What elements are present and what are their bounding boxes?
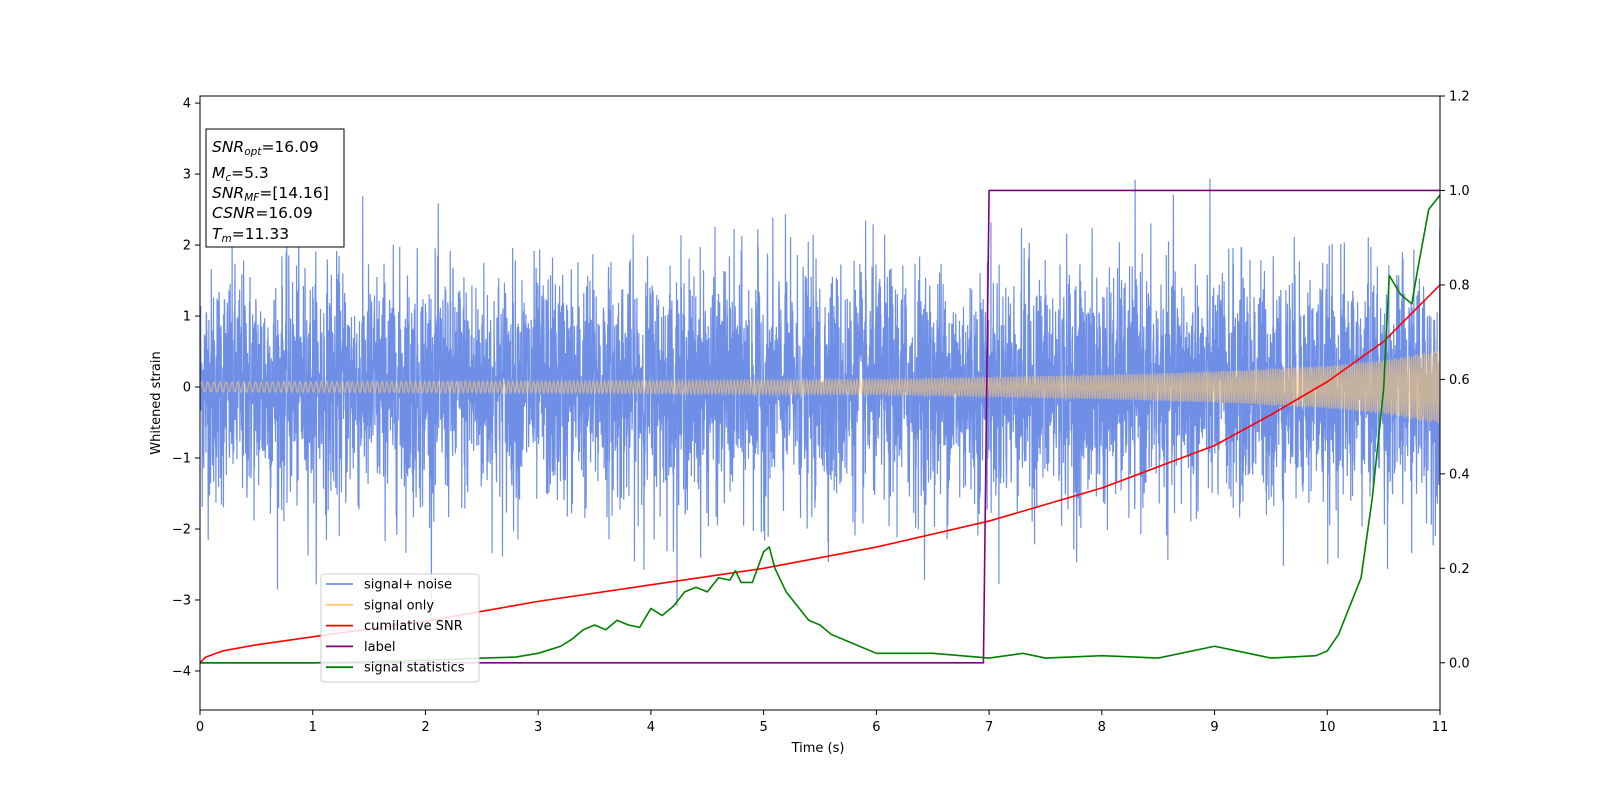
y-tick-label: 4 <box>183 97 191 112</box>
annotation-csnr: CSNR=16.09 <box>212 204 313 222</box>
y-tick-label: −1 <box>172 452 191 467</box>
y-axis-title: Whitened strain <box>149 351 164 454</box>
y-tick-label: 3 <box>183 168 191 183</box>
x-axis-title: Time (s) <box>791 741 845 756</box>
annotation-frame <box>205 128 345 248</box>
x-tick-label: 1 <box>309 720 317 735</box>
x-tick-label: 10 <box>1319 720 1336 735</box>
legend-label: signal only <box>364 598 434 613</box>
legend-label: signal statistics <box>364 661 465 676</box>
x-tick-label: 4 <box>647 720 655 735</box>
x-tick-label: 6 <box>872 720 880 735</box>
annotation-snr-mf: SNRMF=[14.16] <box>212 184 329 204</box>
annotation-snr-opt: SNRopt=16.09 <box>212 138 319 158</box>
x-tick-label: 5 <box>759 720 767 735</box>
cumulative-snr-line <box>200 284 1440 664</box>
y-axis-left: 4 3 2 1 0 −1 −2 −3 −4 <box>172 97 200 679</box>
right-axis-series <box>200 189 1440 664</box>
annotation-tm: Tm=11.33 <box>212 225 289 245</box>
x-tick-label: 8 <box>1098 720 1106 735</box>
annotation-mc: Mc=5.3 <box>212 164 269 184</box>
axes-frame <box>199 95 1441 711</box>
legend-label: label <box>364 640 395 655</box>
y2-tick-label: 0.8 <box>1449 278 1470 293</box>
y-tick-label: −4 <box>172 664 191 679</box>
y2-tick-label: 0.0 <box>1449 656 1470 671</box>
signal-only-series <box>200 351 1440 424</box>
x-tick-label: 7 <box>985 720 993 735</box>
y2-tick-label: 0.6 <box>1449 373 1470 388</box>
y2-tick-label: 0.2 <box>1449 562 1470 577</box>
y-tick-label: −2 <box>172 522 191 537</box>
x-tick-label: 2 <box>421 720 429 735</box>
x-tick-label: 9 <box>1210 720 1218 735</box>
x-axis: 0 1 2 3 4 5 6 7 8 9 10 11 <box>196 710 1448 735</box>
legend-label: cumilative SNR <box>364 619 463 634</box>
signal-statistics-line <box>200 194 1440 664</box>
x-tick-label: 3 <box>534 720 542 735</box>
x-tick-label: 0 <box>196 720 204 735</box>
y-tick-label: −3 <box>172 593 191 608</box>
y2-tick-label: 1.0 <box>1449 184 1470 199</box>
legend-label: signal+ noise <box>364 578 452 593</box>
y-tick-label: 1 <box>183 310 191 325</box>
legend: signal+ noise signal only cumilative SNR la… <box>320 573 480 683</box>
signal-noise-series <box>200 178 1440 622</box>
label-line <box>200 189 1440 664</box>
annotation-box: SNRopt=16.09 Mc=5.3 SNRMF=[14.16] CSNR=1… <box>205 128 345 248</box>
y2-tick-label: 0.4 <box>1449 467 1470 482</box>
x-tick-label: 11 <box>1432 720 1449 735</box>
plot-area <box>200 178 1440 664</box>
signal-noise-line <box>200 178 1440 622</box>
signal-only-line <box>200 351 1440 424</box>
y-axis-right: 1.2 1.0 0.8 0.6 0.4 0.2 0.0 <box>1440 90 1470 671</box>
y-tick-label: 2 <box>183 239 191 254</box>
y-tick-label: 0 <box>183 381 191 396</box>
y2-tick-label: 1.2 <box>1449 90 1470 105</box>
legend-frame <box>320 573 480 683</box>
